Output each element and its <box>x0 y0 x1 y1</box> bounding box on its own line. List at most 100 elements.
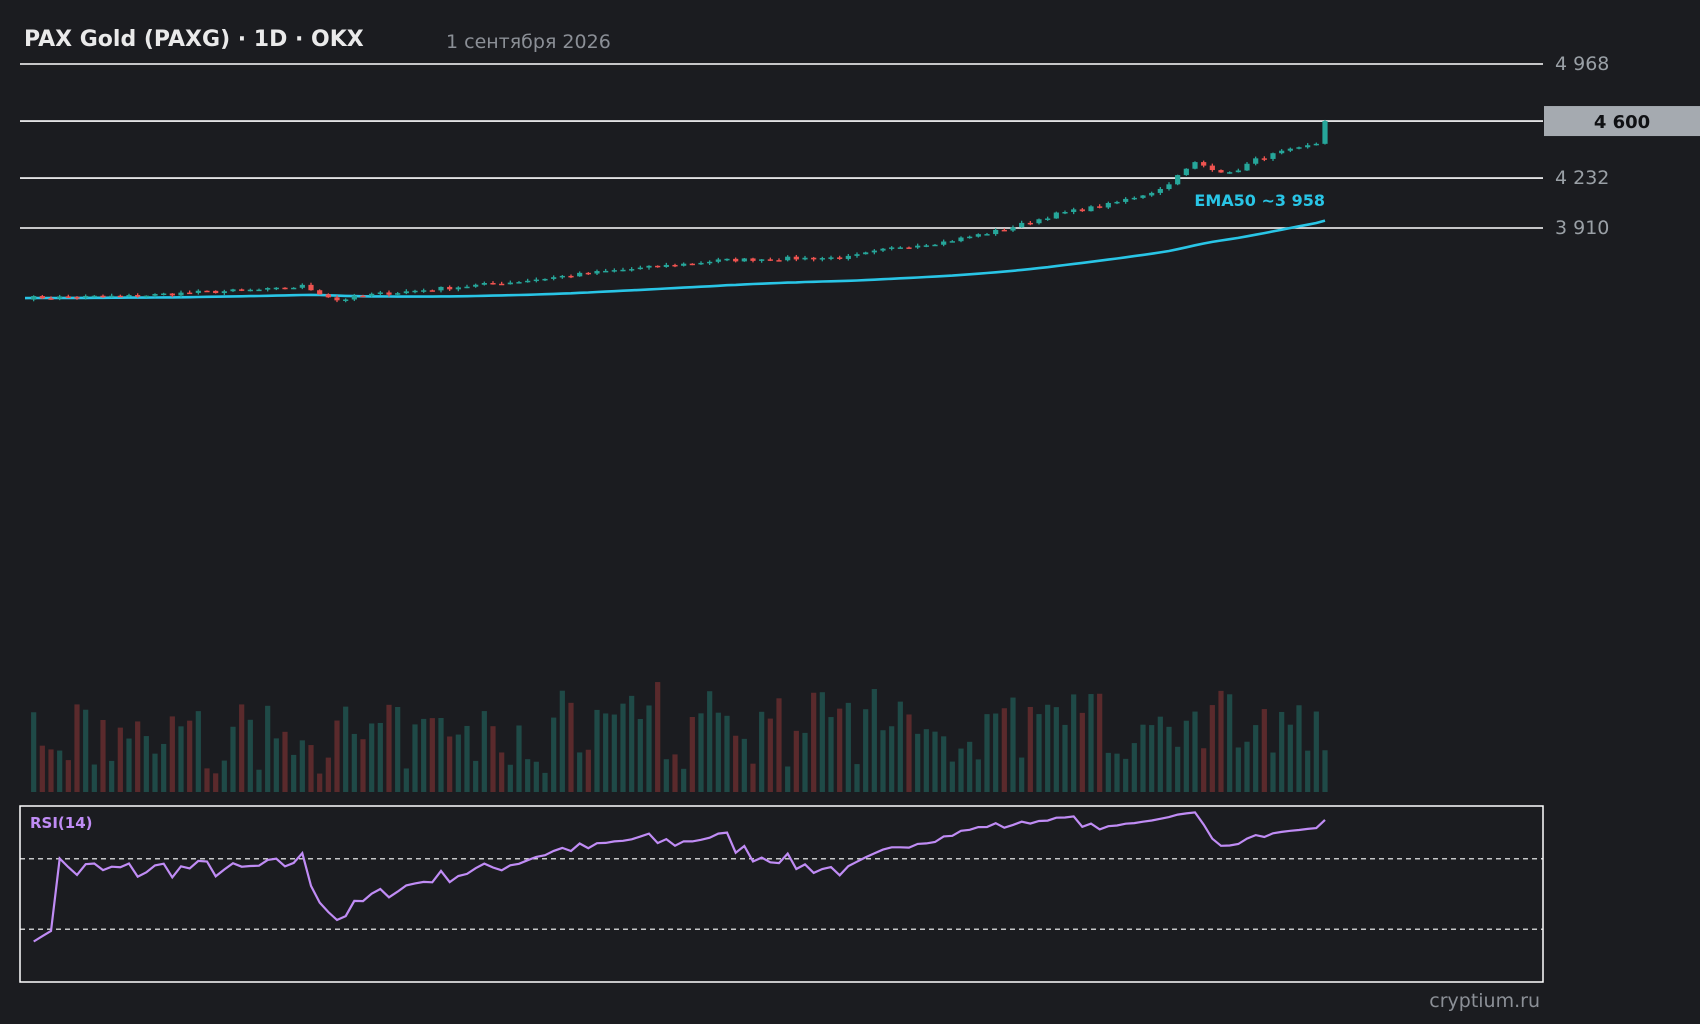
volume-bar <box>39 745 45 792</box>
candle-body <box>707 261 713 264</box>
candle-body <box>516 282 522 284</box>
candle-body <box>1079 209 1085 212</box>
volume-bar <box>1019 757 1025 792</box>
candle-body <box>611 270 617 272</box>
volume-bar <box>1053 707 1059 792</box>
candle-body <box>360 295 366 298</box>
volume-bar <box>993 713 999 792</box>
volume-bar <box>975 759 981 792</box>
candle-body <box>975 234 981 237</box>
candle-body <box>533 279 539 282</box>
candle-body <box>31 296 37 300</box>
candle-body <box>949 241 955 243</box>
volume-bar <box>377 722 383 792</box>
candle-body <box>525 280 531 283</box>
volume-bar <box>1079 712 1085 792</box>
volume-bar <box>152 753 158 792</box>
candle-body <box>1062 211 1068 214</box>
candle-body <box>672 264 678 267</box>
volume-bar <box>178 726 184 792</box>
candle-body <box>559 275 565 278</box>
candle-body <box>195 290 201 293</box>
volume-bar <box>785 766 791 792</box>
volume-bar <box>1140 724 1146 792</box>
candle-body <box>1287 148 1293 151</box>
candle-body <box>143 295 149 298</box>
candle-body <box>932 244 938 247</box>
candle-body <box>655 265 661 268</box>
volume-bar <box>655 682 661 792</box>
volume-bar <box>247 719 253 792</box>
candle-body <box>767 259 773 261</box>
candle-body <box>698 262 704 265</box>
candle-body <box>490 282 496 285</box>
volume-bar <box>845 702 851 792</box>
candle-body <box>741 258 747 262</box>
volume-bar <box>386 704 392 792</box>
candle-body <box>845 255 851 259</box>
volume-bar <box>629 695 635 792</box>
candle-body <box>230 289 236 292</box>
volume-bar <box>516 725 522 792</box>
candle-body <box>828 257 834 259</box>
candle-body <box>1010 227 1016 231</box>
candle-body <box>871 250 877 253</box>
candle-body <box>48 298 54 300</box>
volume-bar <box>663 759 669 792</box>
candle-body <box>594 271 600 274</box>
candle-body <box>1279 150 1285 154</box>
candle-body <box>1105 203 1111 208</box>
volume-bar <box>1071 694 1077 792</box>
volume-bar <box>819 692 825 792</box>
candle-body <box>1209 165 1215 171</box>
chart-title: PAX Gold (PAXG) · 1D · OKX <box>24 27 364 52</box>
candle-body <box>577 272 583 277</box>
candle-body <box>204 290 210 293</box>
volume-bar <box>1062 724 1068 792</box>
candle-body <box>273 287 279 290</box>
candle-body <box>1001 229 1007 232</box>
volume-bar <box>143 736 149 792</box>
candle-body <box>585 272 591 275</box>
volume-bar <box>568 702 574 792</box>
candle-body <box>681 263 687 266</box>
volume-bar <box>1235 747 1241 792</box>
volume-bar <box>559 690 565 792</box>
candle-body <box>785 256 791 261</box>
volume-bar <box>1227 694 1233 792</box>
candle-body <box>1183 168 1189 176</box>
volume-bar <box>1313 711 1319 792</box>
candle-body <box>178 292 184 296</box>
candle-body <box>386 292 392 295</box>
candle-body <box>629 269 635 271</box>
volume-bar <box>360 739 366 792</box>
volume-bar <box>48 749 54 792</box>
candle-body <box>334 297 340 301</box>
volume-bar <box>109 760 115 792</box>
volume-bar <box>871 689 877 792</box>
candle-body <box>57 296 63 299</box>
candle-body <box>187 292 193 295</box>
candle-body <box>923 245 929 247</box>
candle-body <box>1305 145 1311 148</box>
candle-body <box>1244 163 1250 171</box>
volume-bar <box>932 731 938 792</box>
candle-body <box>802 257 808 260</box>
candle-body <box>247 289 253 292</box>
candle-body <box>1218 170 1224 173</box>
candle-body <box>637 267 643 270</box>
candle-body <box>941 241 947 245</box>
volume-bar <box>65 760 71 792</box>
candle-body <box>715 259 721 262</box>
volume-bar <box>1244 741 1250 792</box>
candle-body <box>793 256 799 260</box>
candle-body <box>377 292 383 294</box>
candle-body <box>1053 212 1059 219</box>
volume-bar <box>551 717 557 792</box>
volume-bar <box>1131 743 1137 792</box>
candle-body <box>1270 153 1276 159</box>
volume-bar <box>525 759 531 792</box>
candle-body <box>403 291 409 294</box>
candle-body <box>369 293 375 296</box>
rsi-label: RSI(14) <box>30 814 93 832</box>
